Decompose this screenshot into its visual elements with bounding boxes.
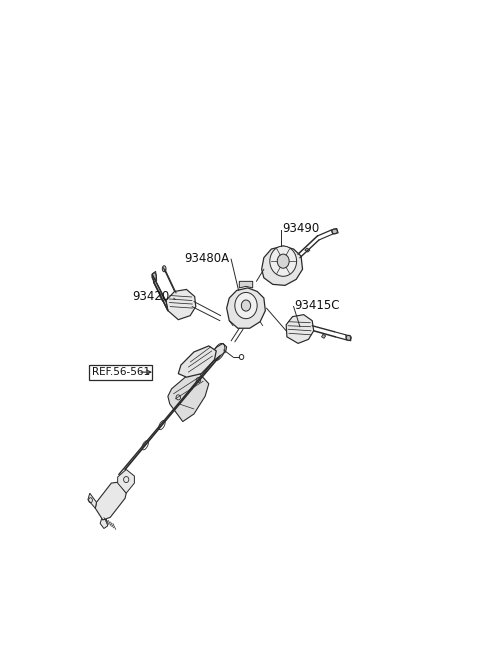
- Text: 93420: 93420: [132, 290, 170, 303]
- Polygon shape: [96, 482, 126, 520]
- Polygon shape: [227, 288, 265, 328]
- Polygon shape: [88, 493, 96, 508]
- Polygon shape: [286, 314, 314, 343]
- Ellipse shape: [162, 266, 166, 272]
- Polygon shape: [262, 246, 302, 286]
- Ellipse shape: [241, 300, 251, 311]
- Ellipse shape: [270, 246, 297, 276]
- Ellipse shape: [277, 254, 289, 269]
- Ellipse shape: [235, 292, 257, 319]
- Polygon shape: [322, 334, 325, 339]
- Text: 93415C: 93415C: [294, 299, 340, 312]
- Polygon shape: [178, 346, 216, 377]
- Text: REF.56-561: REF.56-561: [92, 367, 150, 377]
- Polygon shape: [166, 290, 196, 320]
- Polygon shape: [240, 282, 252, 288]
- Polygon shape: [211, 343, 227, 360]
- Ellipse shape: [240, 354, 244, 360]
- Text: 93490: 93490: [282, 223, 320, 235]
- Polygon shape: [152, 271, 156, 282]
- Polygon shape: [160, 295, 165, 301]
- Polygon shape: [305, 248, 310, 252]
- Polygon shape: [346, 335, 351, 341]
- Polygon shape: [100, 518, 108, 529]
- Text: 93480A: 93480A: [184, 252, 229, 265]
- Polygon shape: [118, 470, 134, 493]
- Polygon shape: [168, 373, 209, 422]
- Polygon shape: [332, 229, 338, 234]
- Polygon shape: [152, 274, 168, 310]
